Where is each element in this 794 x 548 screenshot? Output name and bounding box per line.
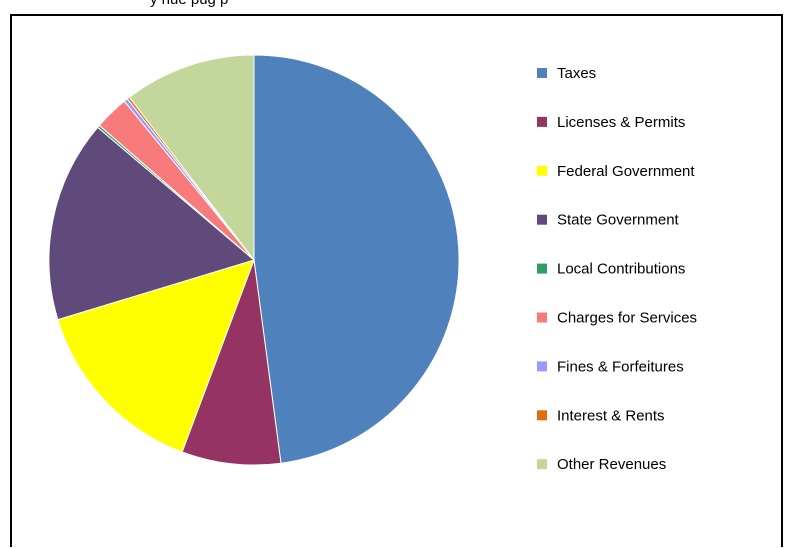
legend-label-federal-government: Federal Government [557,163,695,180]
legend-swatch-fines-forfeitures [537,361,547,372]
legend-label-state-government: State Government [557,212,680,229]
chart-title-strip: y nue pug p [0,0,794,14]
legend-label-fines-forfeitures: Fines & Forfeitures [557,358,684,375]
legend-swatch-state-government [537,214,547,225]
legend-label-other-revenues: Other Revenues [557,456,666,473]
pie-slice-taxes [253,54,460,464]
pie-slice-state-government [48,126,256,321]
legend-swatch-licenses-permits [537,116,547,127]
pie-slice-other-revenues [128,54,255,262]
legend-label-local-contributions: Local Contributions [557,261,685,278]
legend-label-licenses-permits: Licenses & Permits [557,114,685,131]
legend-swatch-local-contributions [537,263,547,274]
legend-swatch-federal-government [537,165,547,176]
pie-slice-licenses-permits [181,259,282,466]
pie-slice-federal-government [57,259,255,453]
legend-swatch-other-revenues [537,459,547,470]
chart-frame [10,14,783,547]
legend-swatch-charges-for-services [537,312,547,323]
legend-label-charges-for-services: Charges for Services [557,310,697,327]
chart-title: y nue pug p [150,0,228,8]
legend-swatch-taxes [537,68,547,78]
legend-label-taxes: Taxes [557,65,596,82]
legend-swatch-interest-rents [537,410,547,421]
legend-label-interest-rents: Interest & Rents [557,407,665,424]
